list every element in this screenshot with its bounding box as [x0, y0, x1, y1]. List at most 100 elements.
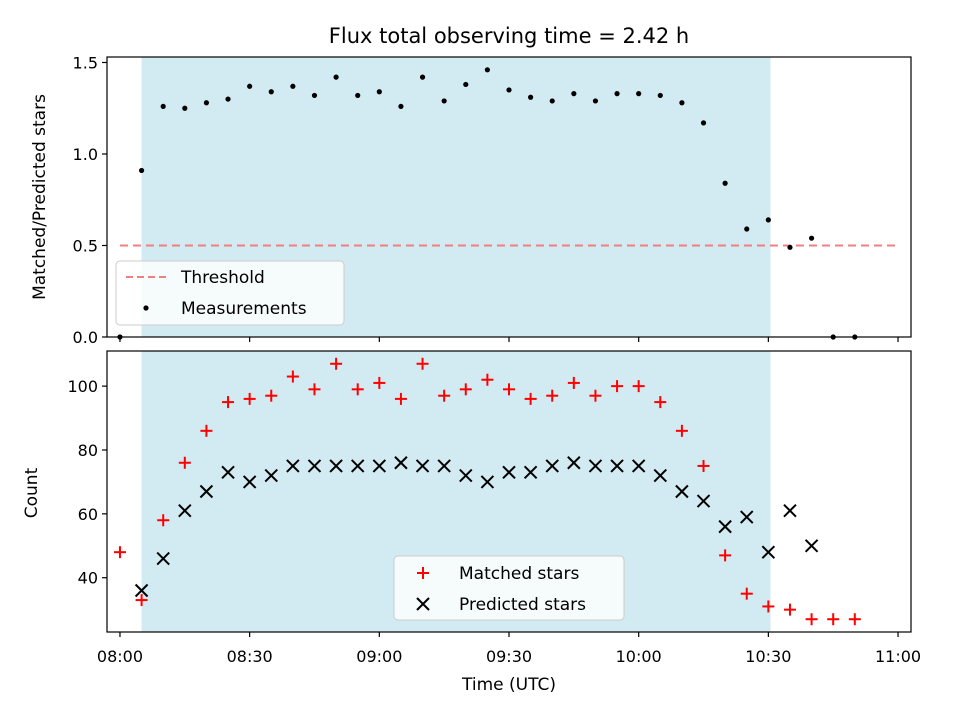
predicted-star-point: [588, 459, 603, 473]
matched-star-point: [848, 613, 861, 626]
x-tick-label: 08:30: [227, 647, 273, 666]
y-tick-label: 1.0: [73, 145, 98, 164]
matched-star-point: [611, 380, 624, 393]
matched-star-point: [827, 613, 840, 626]
predicted-star-point: [156, 551, 170, 566]
ratio-x-ticks: [119, 337, 899, 342]
predicted-star-point: [221, 465, 235, 480]
count-panel: 40 60 80 100 08:00 08:30 09:00 09:30 10:00 10:30…: [22, 350, 921, 695]
x-tick-label: 08:00: [97, 647, 143, 666]
x-tick-label: 10:00: [616, 647, 662, 666]
y-tick-label: 0.0: [73, 328, 98, 347]
count-legend-box: [393, 555, 625, 621]
measurement-point: [247, 83, 253, 89]
matched-star-point: [719, 549, 732, 562]
measurement-point: [441, 98, 447, 104]
measurement-point: [398, 103, 404, 110]
y-tick-label: 60: [78, 505, 98, 524]
measurement-point: [657, 92, 663, 99]
matched-star-point: [546, 389, 559, 402]
predicted-star-point: [804, 539, 819, 553]
matched-star-point: [805, 613, 818, 626]
count-y-axis-label: Count: [22, 467, 42, 518]
count-legend: Matched stars Predicted stars: [393, 555, 625, 621]
predicted-star-point: [783, 503, 797, 518]
predicted-legend-swatch: [416, 597, 430, 611]
matched-star-point: [308, 383, 321, 396]
measurement-point: [765, 217, 771, 223]
measurement-point: [700, 120, 707, 126]
measurement-point: [138, 167, 145, 174]
measurement-point: [290, 83, 296, 89]
measurement-point: [376, 89, 382, 95]
matched-star-point: [697, 459, 710, 472]
x-tick-label: 09:00: [356, 647, 402, 666]
y-tick-label: 1.5: [73, 53, 98, 72]
measurement-point: [679, 100, 685, 106]
predicted-star-point: [437, 459, 451, 473]
matched-star-point: [351, 383, 364, 396]
count-points: [113, 357, 861, 626]
measurement-point: [419, 74, 426, 80]
matched-star-point: [178, 456, 191, 469]
measurements-legend-swatch: [143, 305, 149, 311]
count-y-ticks: 40 60 80 100: [67, 377, 107, 588]
predicted-star-point: [761, 545, 776, 559]
matched-star-point: [632, 380, 645, 393]
measurement-point: [614, 91, 620, 97]
y-tick-label: 100: [67, 377, 98, 396]
ratio-legend: Threshold Measurements: [115, 260, 345, 326]
predicted-star-point: [307, 459, 322, 473]
matched-star-point: [762, 600, 775, 613]
count-x-ticks: 08:00 08:30 09:00 09:30 10:00 10:30 11:00: [97, 632, 921, 666]
matched-star-point: [675, 424, 688, 437]
predicted-star-point: [394, 456, 408, 470]
matched-star-point: [459, 383, 472, 396]
predicted-star-point: [372, 459, 387, 473]
measurement-point: [311, 92, 318, 99]
measurement-point: [203, 100, 210, 106]
ratio-legend-box: [115, 260, 345, 326]
predicted-star-point: [459, 468, 473, 483]
measurement-point: [722, 180, 728, 186]
ratio-y-ticks: 0.0 0.5 1.0 1.5: [73, 53, 107, 347]
threshold-legend-label: Threshold: [180, 268, 265, 288]
matched-star-point: [654, 396, 667, 409]
measurement-point: [787, 244, 793, 250]
predicted-star-point: [502, 465, 516, 480]
matched-star-point: [740, 587, 753, 600]
x-tick-label: 10:30: [745, 647, 791, 666]
predicted-star-point: [631, 459, 646, 473]
x-axis-label: Time (UTC): [461, 675, 556, 695]
measurement-point: [182, 105, 188, 111]
ratio-y-axis-label: Matched/Predicted stars: [30, 94, 50, 300]
matched-star-point: [222, 396, 235, 409]
measurement-point: [808, 235, 815, 241]
measurement-point: [528, 94, 534, 100]
matched-star-point: [330, 357, 343, 370]
measurement-points: [117, 67, 858, 340]
measurement-point: [463, 81, 469, 88]
predicted-star-point: [523, 465, 538, 480]
measurement-point: [355, 92, 361, 99]
matched-star-point: [589, 389, 602, 402]
predicted-star-point: [718, 519, 732, 534]
y-tick-label: 0.5: [73, 236, 98, 255]
predicted-star-point: [242, 475, 257, 489]
matched-star-point: [113, 546, 126, 559]
predicted-star-point: [264, 468, 278, 483]
predicted-star-point: [286, 459, 300, 473]
predicted-star-point: [329, 459, 343, 473]
predicted-star-point: [740, 510, 754, 524]
predicted-star-point: [545, 459, 559, 473]
ratio-panel: 0.0 0.5 1.0 1.5 Matched/Predicted stars Thr…: [30, 53, 912, 347]
matched-star-point: [524, 392, 537, 405]
predicted-star-point: [696, 494, 711, 508]
predicted-star-point: [653, 468, 667, 483]
matched-legend-label: Matched stars: [459, 564, 579, 584]
matched-star-point: [416, 357, 429, 370]
measurement-point: [268, 89, 274, 95]
predicted-star-point: [567, 456, 581, 470]
measurement-point: [592, 98, 599, 104]
